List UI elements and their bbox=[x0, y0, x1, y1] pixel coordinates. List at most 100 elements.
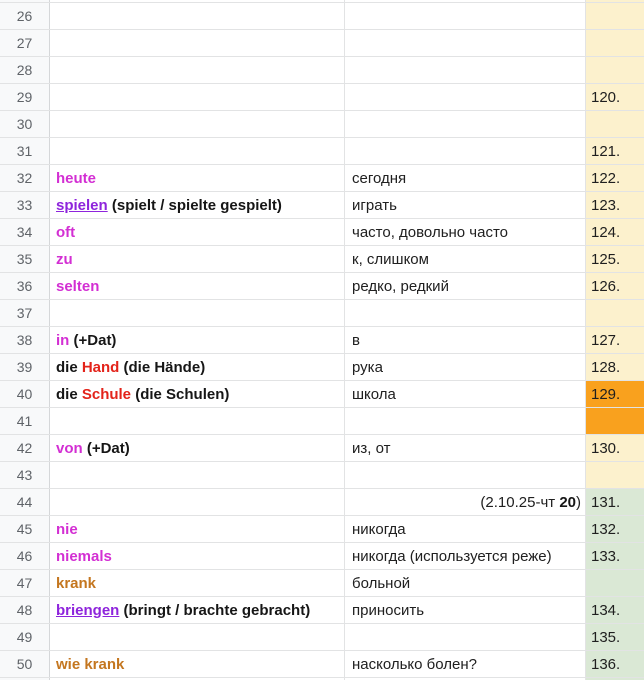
index-cell[interactable] bbox=[586, 570, 644, 596]
german-cell[interactable]: nie bbox=[50, 516, 345, 542]
index-cell[interactable]: 127. bbox=[586, 327, 644, 353]
index-cell[interactable]: 125. bbox=[586, 246, 644, 272]
index-cell[interactable]: 130. bbox=[586, 435, 644, 461]
german-cell[interactable] bbox=[50, 111, 345, 137]
german-cell[interactable] bbox=[50, 408, 345, 434]
index-cell[interactable] bbox=[586, 57, 644, 83]
russian-cell[interactable]: сегодня bbox=[345, 165, 586, 191]
index-cell[interactable]: 124. bbox=[586, 219, 644, 245]
index-cell[interactable]: 129. bbox=[586, 381, 644, 407]
russian-cell[interactable] bbox=[345, 84, 586, 110]
row-number-header[interactable]: 45 bbox=[0, 516, 50, 542]
row-number-header[interactable]: 38 bbox=[0, 327, 50, 353]
row-number-header[interactable]: 26 bbox=[0, 3, 50, 29]
russian-cell[interactable]: больной bbox=[345, 570, 586, 596]
index-cell[interactable]: 120. bbox=[586, 84, 644, 110]
russian-cell[interactable] bbox=[345, 462, 586, 488]
german-cell[interactable] bbox=[50, 84, 345, 110]
index-cell[interactable]: 121. bbox=[586, 138, 644, 164]
russian-cell[interactable]: никогда (используется реже) bbox=[345, 543, 586, 569]
russian-cell[interactable]: школа bbox=[345, 381, 586, 407]
row-number-header[interactable]: 29 bbox=[0, 84, 50, 110]
index-cell[interactable] bbox=[586, 3, 644, 29]
row-number-header[interactable]: 42 bbox=[0, 435, 50, 461]
index-cell[interactable]: 132. bbox=[586, 516, 644, 542]
german-cell[interactable]: selten bbox=[50, 273, 345, 299]
row-number-header[interactable]: 40 bbox=[0, 381, 50, 407]
german-cell[interactable] bbox=[50, 300, 345, 326]
index-cell[interactable]: 135. bbox=[586, 624, 644, 650]
german-cell[interactable] bbox=[50, 624, 345, 650]
german-cell[interactable]: oft bbox=[50, 219, 345, 245]
german-cell[interactable] bbox=[50, 489, 345, 515]
row-number-header[interactable]: 43 bbox=[0, 462, 50, 488]
index-cell[interactable] bbox=[586, 30, 644, 56]
german-cell[interactable]: die Hand (die Hände) bbox=[50, 354, 345, 380]
russian-cell[interactable] bbox=[345, 408, 586, 434]
row-number-header[interactable]: 28 bbox=[0, 57, 50, 83]
german-cell[interactable]: in (+Dat) bbox=[50, 327, 345, 353]
row-number-header[interactable]: 32 bbox=[0, 165, 50, 191]
german-cell[interactable]: krank bbox=[50, 570, 345, 596]
german-cell[interactable]: heute bbox=[50, 165, 345, 191]
russian-cell[interactable] bbox=[345, 111, 586, 137]
german-cell[interactable]: die Schule (die Schulen) bbox=[50, 381, 345, 407]
row-number-header[interactable]: 47 bbox=[0, 570, 50, 596]
russian-cell[interactable] bbox=[345, 30, 586, 56]
german-cell[interactable] bbox=[50, 462, 345, 488]
russian-cell[interactable]: никогда bbox=[345, 516, 586, 542]
row-number-header[interactable]: 46 bbox=[0, 543, 50, 569]
index-cell[interactable]: 134. bbox=[586, 597, 644, 623]
row-number-header[interactable]: 37 bbox=[0, 300, 50, 326]
russian-cell[interactable]: насколько болен? bbox=[345, 651, 586, 677]
german-cell[interactable]: spielen (spielt / spielte gespielt) bbox=[50, 192, 345, 218]
german-cell[interactable] bbox=[50, 138, 345, 164]
russian-cell[interactable] bbox=[345, 138, 586, 164]
russian-cell[interactable]: к, слишком bbox=[345, 246, 586, 272]
russian-cell[interactable]: часто, довольно часто bbox=[345, 219, 586, 245]
german-cell[interactable] bbox=[50, 3, 345, 29]
row-number-header[interactable]: 41 bbox=[0, 408, 50, 434]
german-cell[interactable]: niemals bbox=[50, 543, 345, 569]
index-cell[interactable]: 136. bbox=[586, 651, 644, 677]
row-number-header[interactable]: 31 bbox=[0, 138, 50, 164]
index-cell[interactable]: 122. bbox=[586, 165, 644, 191]
row-number-header[interactable]: 49 bbox=[0, 624, 50, 650]
index-cell[interactable]: 126. bbox=[586, 273, 644, 299]
russian-cell[interactable] bbox=[345, 300, 586, 326]
german-cell[interactable]: wie krank bbox=[50, 651, 345, 677]
index-cell[interactable] bbox=[586, 111, 644, 137]
row-number-header[interactable]: 33 bbox=[0, 192, 50, 218]
russian-cell[interactable]: приносить bbox=[345, 597, 586, 623]
index-cell[interactable] bbox=[586, 300, 644, 326]
russian-cell[interactable] bbox=[345, 57, 586, 83]
russian-cell[interactable]: играть bbox=[345, 192, 586, 218]
german-cell[interactable]: von (+Dat) bbox=[50, 435, 345, 461]
index-cell[interactable]: 128. bbox=[586, 354, 644, 380]
russian-cell[interactable] bbox=[345, 624, 586, 650]
index-cell[interactable]: 131. bbox=[586, 489, 644, 515]
german-cell[interactable]: briengen (bringt / brachte gebracht) bbox=[50, 597, 345, 623]
row-number-header[interactable]: 27 bbox=[0, 30, 50, 56]
russian-cell[interactable]: редко, редкий bbox=[345, 273, 586, 299]
row-number-header[interactable]: 39 bbox=[0, 354, 50, 380]
german-cell[interactable]: zu bbox=[50, 246, 345, 272]
index-cell[interactable] bbox=[586, 462, 644, 488]
row-number-header[interactable]: 44 bbox=[0, 489, 50, 515]
row-number-header[interactable]: 36 bbox=[0, 273, 50, 299]
row-number-header[interactable]: 30 bbox=[0, 111, 50, 137]
russian-cell[interactable]: из, от bbox=[345, 435, 586, 461]
row-number-header[interactable]: 35 bbox=[0, 246, 50, 272]
index-cell[interactable]: 123. bbox=[586, 192, 644, 218]
german-cell[interactable] bbox=[50, 57, 345, 83]
row-number-header[interactable]: 50 bbox=[0, 651, 50, 677]
index-cell[interactable]: 133. bbox=[586, 543, 644, 569]
german-cell[interactable] bbox=[50, 30, 345, 56]
russian-cell[interactable] bbox=[345, 3, 586, 29]
russian-cell[interactable]: в bbox=[345, 327, 586, 353]
row-number-header[interactable]: 34 bbox=[0, 219, 50, 245]
row-number-header[interactable]: 48 bbox=[0, 597, 50, 623]
russian-cell[interactable]: (2.10.25-чт 20) bbox=[345, 489, 586, 515]
index-cell[interactable] bbox=[586, 408, 644, 434]
russian-cell[interactable]: рука bbox=[345, 354, 586, 380]
